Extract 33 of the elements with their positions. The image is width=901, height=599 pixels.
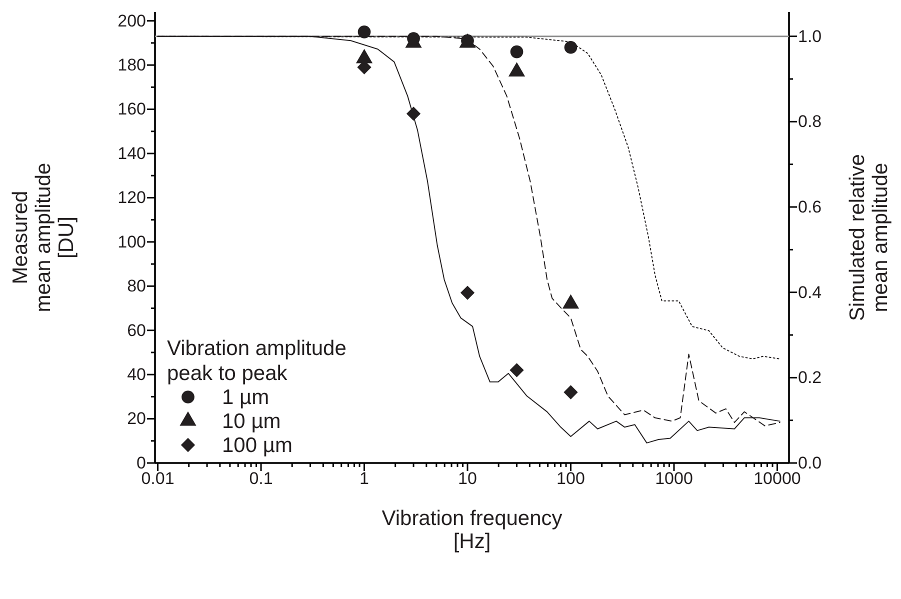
y2-axis-title: Simulated relative mean amplitude [846,154,892,321]
y-tick-label: 60 [127,320,146,340]
y-tick-label: 20 [127,409,146,428]
point [564,40,578,54]
y2-tick-label: 0.4 [798,282,822,302]
legend-label: 1 µm [222,386,270,409]
y-tick-label: 200 [118,11,146,30]
y-tick-label: 120 [118,188,146,208]
point [460,286,475,300]
x-tick-label: 1000 [655,469,693,488]
y-tick-label: 80 [127,276,146,296]
legend-title: Vibration amplitude peak to peak [167,337,346,385]
x-tick-label: 10000 [754,469,801,488]
y-tick-label: 140 [118,144,146,163]
y-tick-label: 180 [118,56,146,74]
y-tick-label: 100 [118,232,146,252]
legend-label: 100 µm [222,434,292,457]
x-axis-title: Vibration frequency [Hz] [382,507,563,554]
y2-tick-label: 0.8 [798,112,822,132]
y2-tick-label: 0.6 [798,197,822,216]
y-axis-title: Measured mean amplitude [DU] [9,162,78,312]
x-tick-label: 1 [360,469,369,488]
point [564,385,578,400]
point [358,25,371,38]
legend-label: 10 µm [222,410,281,433]
y2-tick-label: 1.0 [798,26,822,46]
y2-tick-label: 0.2 [798,368,822,388]
y2-tick-label: 0.0 [798,453,822,472]
x-tick-label: 10 [458,469,477,488]
y-tick-label: 40 [127,365,146,384]
x-tick-label: 0.1 [249,469,273,488]
y-tick-label: 160 [118,100,146,119]
x-tick-label: 100 [556,469,585,488]
